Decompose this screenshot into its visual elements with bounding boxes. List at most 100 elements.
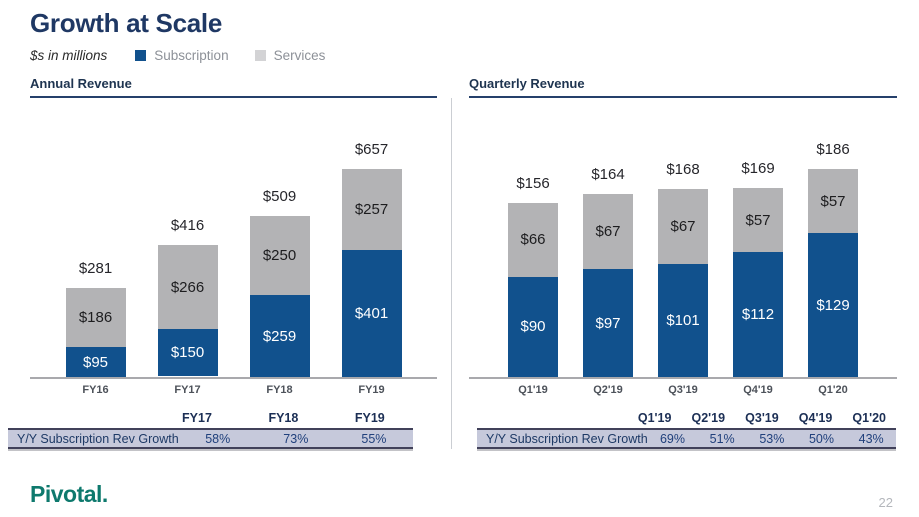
growth-table-row: Y/Y Subscription Rev Growth 58% 73% 55% — [8, 428, 413, 449]
quarterly-growth-table: Q1'19 Q2'19 Q3'19 Q4'19 Q1'20 Y/Y Subscriptio… — [477, 411, 896, 449]
growth-table-value: 53% — [759, 431, 785, 446]
growth-table-header: Q1'19 Q2'19 Q3'19 Q4'19 Q1'20 — [477, 411, 896, 428]
legend-item-services: Services — [254, 47, 326, 63]
legend-row: $s in millions Subscription Services — [30, 46, 889, 64]
bar-stack: $266 $150 — [157, 245, 218, 377]
bar-segment-subscription: $90 — [508, 276, 558, 377]
bar-group-q219: $164 $67 $97 — [583, 166, 633, 377]
subscription-swatch-icon — [135, 49, 147, 61]
legend-label: Subscription — [154, 47, 229, 63]
bar-segment-services: $67 — [583, 194, 633, 269]
x-axis-label: FY16 — [82, 384, 109, 396]
page-number: 22 — [878, 495, 893, 510]
annual-revenue-panel: Annual Revenue $281 $186 $95 $416 $266 $150 $5… — [8, 76, 437, 449]
bar-stack: $257 $401 — [341, 169, 402, 377]
growth-table-value: 51% — [709, 431, 735, 446]
growth-table-row: Y/Y Subscription Rev Growth 69% 51% 53% 50% 4… — [477, 428, 896, 449]
total-label: $168 — [666, 161, 700, 178]
growth-table-header-spacer — [477, 411, 628, 425]
total-label: $509 — [262, 188, 297, 205]
growth-table-column-header: FY19 — [354, 411, 385, 425]
bar-group-fy17: $416 $266 $150 — [157, 217, 218, 377]
growth-table-column-header: FY17 — [182, 411, 212, 425]
x-axis-labels: FY16 FY17 FY18 FY19 — [30, 384, 437, 396]
vertical-divider — [451, 98, 452, 449]
bar-segment-services: $186 — [65, 288, 126, 347]
growth-table-column-header: Q1'19 — [637, 411, 672, 425]
growth-table-column-header: Q4'19 — [798, 411, 833, 425]
bar-segment-subscription: $259 — [249, 295, 310, 377]
services-swatch-icon — [254, 49, 266, 61]
page-title: Growth at Scale — [30, 8, 222, 38]
bar-segment-services: $250 — [249, 216, 310, 295]
bar-segment-subscription: $150 — [157, 329, 218, 376]
bar-segment-services: $266 — [157, 245, 218, 329]
growth-table-row-label: Y/Y Subscription Rev Growth — [486, 431, 648, 446]
plot-area: $156 $66 $90 $164 $67 $97 $168 $67 $101 $169 $57 $1… — [469, 102, 897, 379]
bar-group-q319: $168 $67 $101 — [658, 161, 708, 377]
x-axis-label: Q1'20 — [818, 384, 848, 396]
plot-area: $281 $186 $95 $416 $266 $150 $509 $250 $259 $657 $… — [30, 102, 437, 379]
bar-segment-services: $57 — [808, 169, 858, 233]
bar-stack: $66 $90 — [508, 203, 558, 377]
bar-segment-services: $67 — [658, 189, 708, 264]
legend-item-subscription: Subscription — [135, 47, 229, 63]
total-label: $416 — [170, 217, 205, 234]
bar-stack: $186 $95 — [65, 288, 126, 377]
bar-segment-subscription: $112 — [733, 252, 783, 377]
annual-revenue-title: Annual Revenue — [30, 76, 437, 98]
growth-table-column-header: Q3'19 — [745, 411, 779, 425]
total-label: $657 — [354, 141, 389, 158]
legend-label: Services — [273, 47, 326, 63]
bar-group-fy19: $657 $257 $401 — [341, 141, 402, 377]
x-axis-label: Q3'19 — [668, 384, 698, 396]
bar-group-q419: $169 $57 $112 — [733, 160, 783, 377]
header: Growth at Scale $s in millions Subscript… — [0, 0, 919, 64]
growth-table-value: 43% — [858, 431, 884, 446]
growth-table-value: 73% — [283, 431, 309, 446]
quarterly-revenue-chart: $156 $66 $90 $164 $67 $97 $168 $67 $101 $169 $57 $1… — [469, 102, 897, 396]
x-axis-label: Q2'19 — [593, 384, 623, 396]
total-label: $169 — [741, 160, 775, 177]
bar-stack: $67 $101 — [658, 189, 708, 377]
annual-revenue-chart: $281 $186 $95 $416 $266 $150 $509 $250 $259 $657 $… — [30, 102, 437, 396]
x-axis-labels: Q1'19 Q2'19 Q3'19 Q4'19 Q1'20 — [469, 384, 897, 396]
x-axis-label: FY17 — [174, 384, 201, 396]
bar-segment-subscription: $97 — [583, 269, 633, 377]
bar-segment-services: $66 — [508, 203, 558, 277]
bar-stack: $57 $112 — [733, 188, 783, 377]
growth-table-column-header: Q2'19 — [691, 411, 726, 425]
growth-table-header: FY17 FY18 FY19 — [8, 411, 413, 428]
bar-stack: $57 $129 — [808, 169, 858, 377]
total-label: $281 — [78, 260, 113, 277]
bar-group-q119: $156 $66 $90 — [508, 175, 558, 377]
growth-table-column-header: Q1'20 — [852, 411, 886, 425]
growth-table-value: 69% — [659, 431, 685, 446]
bar-group-fy18: $509 $250 $259 — [249, 188, 310, 377]
legend: Subscription Services — [135, 48, 325, 63]
bar-segment-subscription: $401 — [341, 250, 402, 377]
growth-table-value: 55% — [361, 431, 387, 446]
total-label: $156 — [516, 175, 550, 192]
quarterly-revenue-title: Quarterly Revenue — [469, 76, 897, 98]
x-axis-label: Q4'19 — [743, 384, 773, 396]
bar-segment-subscription: $95 — [65, 347, 126, 377]
growth-table-row-label: Y/Y Subscription Rev Growth — [17, 431, 179, 446]
growth-table-value: 50% — [808, 431, 835, 446]
x-axis-label: FY19 — [358, 384, 385, 396]
growth-table-value: 58% — [205, 431, 231, 446]
growth-table-header-spacer — [8, 411, 154, 425]
bar-segment-services: $57 — [733, 188, 783, 252]
content-columns: Annual Revenue $281 $186 $95 $416 $266 $150 $5… — [0, 64, 919, 449]
bar-group-fy16: $281 $186 $95 — [65, 260, 126, 377]
bar-segment-subscription: $129 — [808, 233, 858, 377]
quarterly-revenue-panel: Quarterly Revenue $156 $66 $90 $164 $67 $97 $1… — [469, 76, 897, 449]
x-axis-label: FY18 — [266, 384, 293, 396]
total-label: $164 — [591, 166, 625, 183]
bar-group-q120: $186 $57 $129 — [808, 141, 858, 377]
bar-stack: $250 $259 — [249, 216, 310, 377]
annual-growth-table: FY17 FY18 FY19 Y/Y Subscription Rev Growth 5… — [8, 411, 413, 449]
bar-segment-services: $257 — [341, 169, 402, 250]
x-axis-label: Q1'19 — [518, 384, 548, 396]
